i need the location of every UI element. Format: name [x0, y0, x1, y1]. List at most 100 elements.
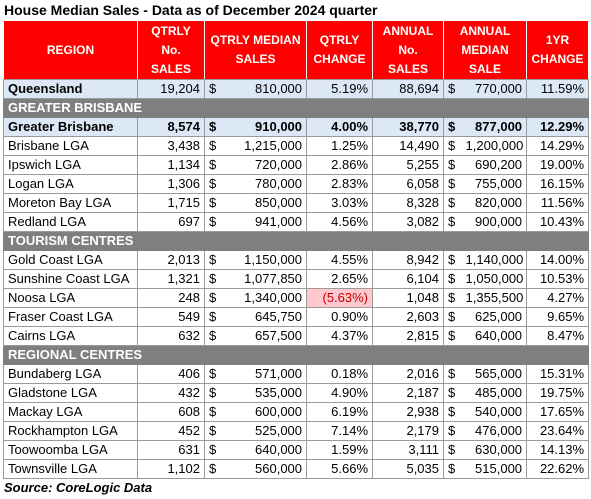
region-cell: Townsville LGA — [3, 459, 138, 479]
qtrly-median-cell: 1,077,850 — [224, 269, 308, 289]
annual-sales-cell: 6,058 — [372, 174, 445, 194]
annual-median-cell: 565,000 — [461, 364, 528, 384]
annual-median-cell: 515,000 — [461, 459, 528, 479]
currency-symbol: $ — [204, 421, 225, 441]
header-1yr-change: 1YR CHANGE — [526, 20, 590, 80]
qtrly-sales-cell: 549 — [137, 307, 205, 327]
region-cell: Ipswich LGA — [3, 155, 138, 175]
annual-sales-cell: 8,328 — [372, 193, 445, 213]
annual-sales-cell: 2,603 — [372, 307, 445, 327]
qtrly-median-cell: 600,000 — [224, 402, 308, 422]
change-1yr-cell: 10.43% — [526, 212, 590, 232]
section-header-row: REGIONAL CENTRES — [2, 345, 590, 365]
annual-sales-cell: 14,490 — [372, 136, 445, 156]
table-title: House Median Sales - Data as of December… — [4, 2, 378, 18]
table-row: Gold Coast LGA 2,013 $1,150,000 4.55% 8,942 $… — [3, 250, 590, 270]
qtrly-change-cell: 4.55% — [306, 250, 374, 270]
currency-symbol: $ — [443, 421, 462, 441]
region-cell: Redland LGA — [3, 212, 138, 232]
section-title: TOURISM CENTRES — [2, 231, 590, 251]
qtrly-median-cell: 640,000 — [224, 440, 308, 460]
qtrly-change-cell: 4.90% — [306, 383, 374, 403]
qtrly-sales-cell: 1,306 — [137, 174, 205, 194]
region-cell: Gladstone LGA — [3, 383, 138, 403]
qtrly-change-cell: 5.19% — [306, 79, 374, 99]
currency-symbol: $ — [204, 193, 225, 213]
currency-symbol: $ — [204, 212, 225, 232]
table-row: Ipswich LGA 1,134 $720,000 2.86% 5,255 $690,2… — [3, 155, 590, 175]
currency-symbol: $ — [443, 402, 462, 422]
annual-sales-cell: 8,942 — [372, 250, 445, 270]
qtrly-sales-cell: 432 — [137, 383, 205, 403]
change-1yr-cell: 14.29% — [526, 136, 590, 156]
change-1yr-cell: 11.56% — [526, 193, 590, 213]
currency-symbol: $ — [443, 79, 462, 99]
table-body: Queensland 19,204 $ 810,000 5.19% 88,694… — [2, 79, 590, 479]
section-header-row: GREATER BRISBANE — [2, 98, 590, 118]
header-annual-no-sales: ANNUAL No. SALES — [372, 20, 445, 80]
annual-sales-cell: 2,938 — [372, 402, 445, 422]
qtrly-change-cell: 0.18% — [306, 364, 374, 384]
currency-symbol: $ — [204, 383, 225, 403]
qtrly-change-cell: 2.65% — [306, 269, 374, 289]
currency-symbol: $ — [204, 117, 225, 137]
annual-median-cell: 755,000 — [461, 174, 528, 194]
currency-symbol: $ — [443, 269, 462, 289]
qtrly-change-cell: 4.56% — [306, 212, 374, 232]
currency-symbol: $ — [443, 326, 462, 346]
qtrly-median-cell: 657,500 — [224, 326, 308, 346]
currency-symbol: $ — [443, 459, 462, 479]
header-region: REGION — [3, 20, 138, 80]
annual-sales-cell: 2,187 — [372, 383, 445, 403]
annual-median-cell: 540,000 — [461, 402, 528, 422]
qtrly-change-cell: 0.90% — [306, 307, 374, 327]
table-row: Cairns LGA 632 $657,500 4.37% 2,815 $640,000 8… — [3, 326, 590, 346]
qtrly-sales-cell: 406 — [137, 364, 205, 384]
qtrly-sales-cell: 608 — [137, 402, 205, 422]
qtrly-sales-cell: 452 — [137, 421, 205, 441]
change-1yr-cell: 8.47% — [526, 326, 590, 346]
qtrly-change-cell: 2.83% — [306, 174, 374, 194]
annual-sales-cell: 2,179 — [372, 421, 445, 441]
qtrly-change-cell: 1.59% — [306, 440, 374, 460]
annual-median-cell: 690,200 — [461, 155, 528, 175]
region-cell: Queensland — [3, 79, 138, 99]
header-row: REGION QTRLY No. SALES QTRLY MEDIAN SALE… — [3, 20, 590, 80]
qtrly-median-cell: 571,000 — [224, 364, 308, 384]
qtrly-change-cell: 3.03% — [306, 193, 374, 213]
annual-sales-cell: 2,016 — [372, 364, 445, 384]
qtrly-median-cell: 720,000 — [224, 155, 308, 175]
currency-symbol: $ — [204, 269, 225, 289]
qtrly-sales-cell: 3,438 — [137, 136, 205, 156]
qtrly-median-cell: 560,000 — [224, 459, 308, 479]
annual-sales-cell: 6,104 — [372, 269, 445, 289]
table-row: Townsville LGA 1,102 $560,000 5.66% 5,035 $51… — [3, 459, 590, 479]
region-cell: Bundaberg LGA — [3, 364, 138, 384]
annual-median-cell: 770,000 — [461, 79, 528, 99]
source-note: Source: CoreLogic Data — [4, 480, 153, 495]
region-cell: Moreton Bay LGA — [3, 193, 138, 213]
qtrly-median-cell: 525,000 — [224, 421, 308, 441]
qtrly-sales-cell: 1,321 — [137, 269, 205, 289]
change-1yr-cell: 19.75% — [526, 383, 590, 403]
qtrly-median-cell: 645,750 — [224, 307, 308, 327]
qtrly-median-cell: 1,150,000 — [224, 250, 308, 270]
header-qtrly-no-sales: QTRLY No. SALES — [137, 20, 205, 80]
currency-symbol: $ — [204, 326, 225, 346]
currency-symbol: $ — [204, 155, 225, 175]
currency-symbol: $ — [443, 193, 462, 213]
annual-median-cell: 640,000 — [461, 326, 528, 346]
annual-sales-cell: 5,035 — [372, 459, 445, 479]
table-row: Gladstone LGA 432 $535,000 4.90% 2,187 $485,0… — [3, 383, 590, 403]
currency-symbol: $ — [204, 440, 225, 460]
change-1yr-cell: 17.65% — [526, 402, 590, 422]
change-1yr-cell: 14.00% — [526, 250, 590, 270]
currency-symbol: $ — [204, 402, 225, 422]
qtrly-change-cell: 4.37% — [306, 326, 374, 346]
currency-symbol: $ — [204, 364, 225, 384]
qtrly-median-cell: 810,000 — [224, 79, 308, 99]
region-cell: Noosa LGA — [3, 288, 138, 308]
change-1yr-cell: 23.64% — [526, 421, 590, 441]
annual-sales-cell: 88,694 — [372, 79, 445, 99]
currency-symbol: $ — [204, 174, 225, 194]
